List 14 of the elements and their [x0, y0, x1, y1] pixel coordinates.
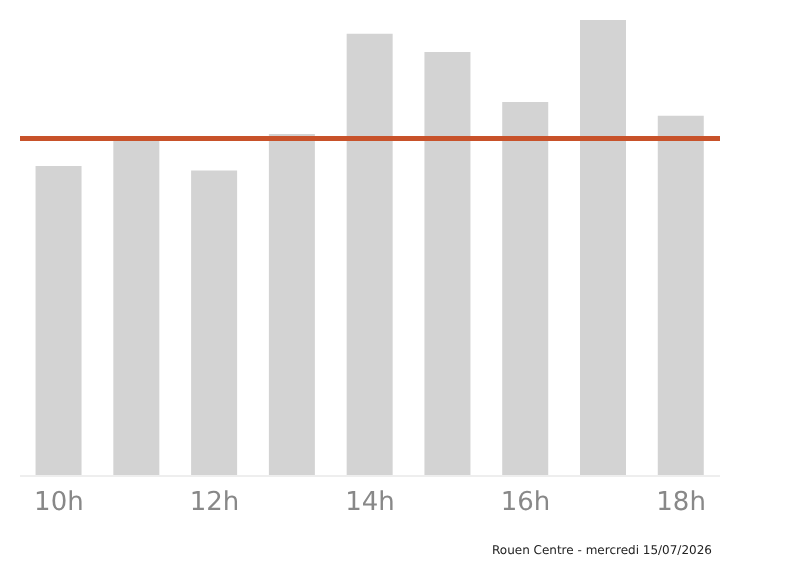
x-tick-label: 10h — [34, 488, 84, 519]
bar — [580, 20, 626, 476]
bar — [657, 115, 704, 476]
bar — [424, 51, 471, 476]
bar — [502, 102, 549, 476]
x-tick-label: 14h — [345, 488, 395, 519]
bar — [113, 138, 160, 476]
x-tick-label: 18h — [656, 488, 706, 519]
bar — [35, 165, 82, 476]
bar — [191, 170, 238, 476]
bar — [346, 33, 393, 476]
x-tick-label: 16h — [500, 488, 551, 519]
bar — [268, 134, 315, 476]
x-tick-label: 12h — [189, 488, 240, 519]
